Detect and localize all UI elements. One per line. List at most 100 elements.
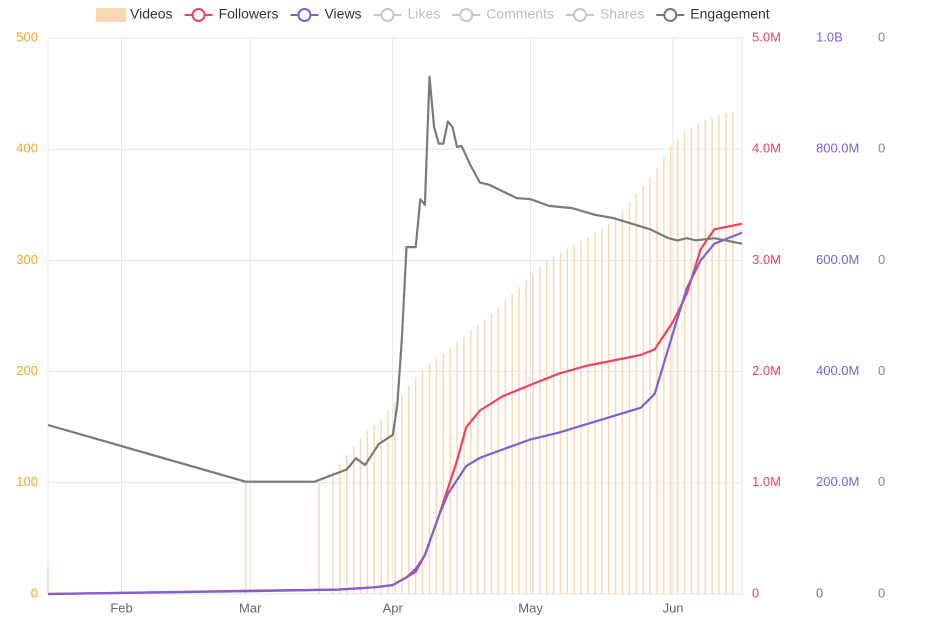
videos-bar	[504, 300, 507, 594]
legend-item-engagement[interactable]: Engagement	[656, 6, 770, 22]
series-line-layer	[47, 75, 743, 596]
videos-bar	[456, 341, 458, 594]
engagement-axis-tick-label: 0	[878, 585, 885, 600]
followers-axis-tick-label: 0	[752, 585, 759, 600]
legend-swatch-marker	[297, 8, 312, 22]
videos-bar	[607, 224, 610, 595]
legend-item-views[interactable]: Views	[290, 6, 362, 22]
followers-axis-tick-label: 3.0M	[752, 252, 781, 267]
videos-bar	[580, 240, 582, 594]
videos-bar	[559, 252, 562, 594]
videos-bar-layer	[47, 111, 734, 595]
x-axis-tick-label: Feb	[110, 600, 132, 615]
followers-axis-tick-label: 5.0M	[752, 29, 781, 44]
legend-swatch	[96, 8, 126, 22]
followers-axis-tick-label: 1.0M	[752, 474, 781, 489]
engagement-axis-tick-label: 0	[878, 252, 885, 267]
videos-bar	[339, 463, 341, 594]
videos-bar	[656, 167, 658, 594]
videos-bar	[428, 364, 431, 594]
videos-bar	[352, 446, 355, 594]
videos-bar	[318, 482, 320, 594]
videos-bar	[594, 232, 596, 594]
videos-axis-tick-label: 300	[16, 252, 38, 267]
views-axis-tick-label: 1.0B	[816, 29, 843, 44]
videos-bar	[366, 430, 369, 594]
videos-bar	[394, 402, 396, 594]
videos-bar	[601, 228, 603, 595]
videos-bar	[676, 138, 679, 594]
legend-label: Videos	[130, 6, 173, 22]
videos-bar	[545, 261, 548, 594]
legend-item-followers[interactable]: Followers	[184, 6, 279, 22]
videos-bar	[401, 393, 403, 594]
views-axis-tick-label: 0	[816, 585, 823, 600]
videos-bar	[663, 156, 665, 594]
videos-axis-tick-label: 0	[31, 585, 38, 600]
videos-bar	[345, 455, 348, 594]
videos-bar	[628, 202, 631, 594]
engagement-axis-tick-label: 0	[878, 141, 885, 156]
videos-bar	[525, 280, 527, 594]
x-axis-tick-label: May	[518, 600, 543, 615]
videos-bar	[511, 293, 513, 594]
videos-bar	[387, 410, 389, 594]
videos-bar	[711, 117, 713, 595]
videos-bar	[718, 115, 720, 594]
legend-item-videos[interactable]: Videos	[96, 6, 173, 22]
x-axis-tick-label: Mar	[239, 600, 262, 615]
legend-label: Engagement	[690, 6, 770, 22]
legend-label: Shares	[600, 6, 644, 22]
videos-bar	[690, 127, 693, 595]
x-axis-tick-label: Apr	[383, 600, 404, 615]
legend-label: Followers	[219, 6, 279, 22]
videos-bar	[670, 146, 672, 595]
legend-item-shares[interactable]: Shares	[565, 6, 644, 22]
videos-axis-tick-label: 100	[16, 474, 38, 489]
videos-bar	[539, 267, 541, 594]
engagement-axis-tick-label: 0	[878, 363, 885, 378]
videos-bar	[683, 131, 686, 595]
views-line	[47, 231, 743, 596]
videos-axis-tick-label: 400	[16, 141, 38, 156]
legend-label: Likes	[408, 6, 441, 22]
videos-bar	[725, 113, 727, 594]
videos-bar	[449, 347, 451, 594]
followers-axis-tick-label: 4.0M	[752, 141, 781, 156]
legend-label: Views	[324, 6, 361, 22]
engagement-axis-tick-label: 0	[878, 29, 885, 44]
videos-bar	[552, 256, 555, 594]
videos-bar	[566, 248, 569, 594]
videos-bar	[373, 425, 376, 594]
videos-bar	[47, 566, 49, 594]
legend[interactable]: Videos Followers Views Likes Comments Shares E…	[96, 6, 770, 22]
engagement-line	[47, 75, 743, 483]
videos-bar	[359, 438, 362, 594]
videos-bar	[532, 273, 534, 594]
legend-item-comments[interactable]: Comments	[452, 6, 554, 22]
grid-layer	[47, 37, 743, 595]
videos-bar	[332, 471, 334, 594]
legend-swatch-marker	[459, 8, 474, 22]
followers-axis-tick-label: 2.0M	[752, 363, 781, 378]
videos-bar	[635, 193, 638, 594]
views-axis-tick-label: 600.0M	[816, 252, 859, 267]
videos-bar	[649, 177, 651, 594]
videos-bar	[244, 482, 247, 594]
engagement-axis-tick-label: 0	[878, 474, 885, 489]
axis-layer: 0 0 0 0 100 1.0M 200.0M 0 200 2.0M 400.0M 0 300 3.0M 6…	[16, 29, 885, 615]
videos-bar	[435, 358, 438, 594]
videos-axis-tick-label: 200	[16, 363, 38, 378]
legend-swatch-marker	[380, 8, 395, 22]
videos-bar	[642, 185, 644, 594]
videos-bar	[408, 385, 410, 594]
views-axis-tick-label: 400.0M	[816, 363, 859, 378]
videos-bar	[380, 418, 382, 594]
videos-bar	[414, 377, 417, 594]
videos-bar	[732, 111, 734, 594]
videos-bar	[587, 236, 589, 594]
legend-item-likes[interactable]: Likes	[373, 6, 441, 22]
videos-bar	[421, 369, 424, 594]
